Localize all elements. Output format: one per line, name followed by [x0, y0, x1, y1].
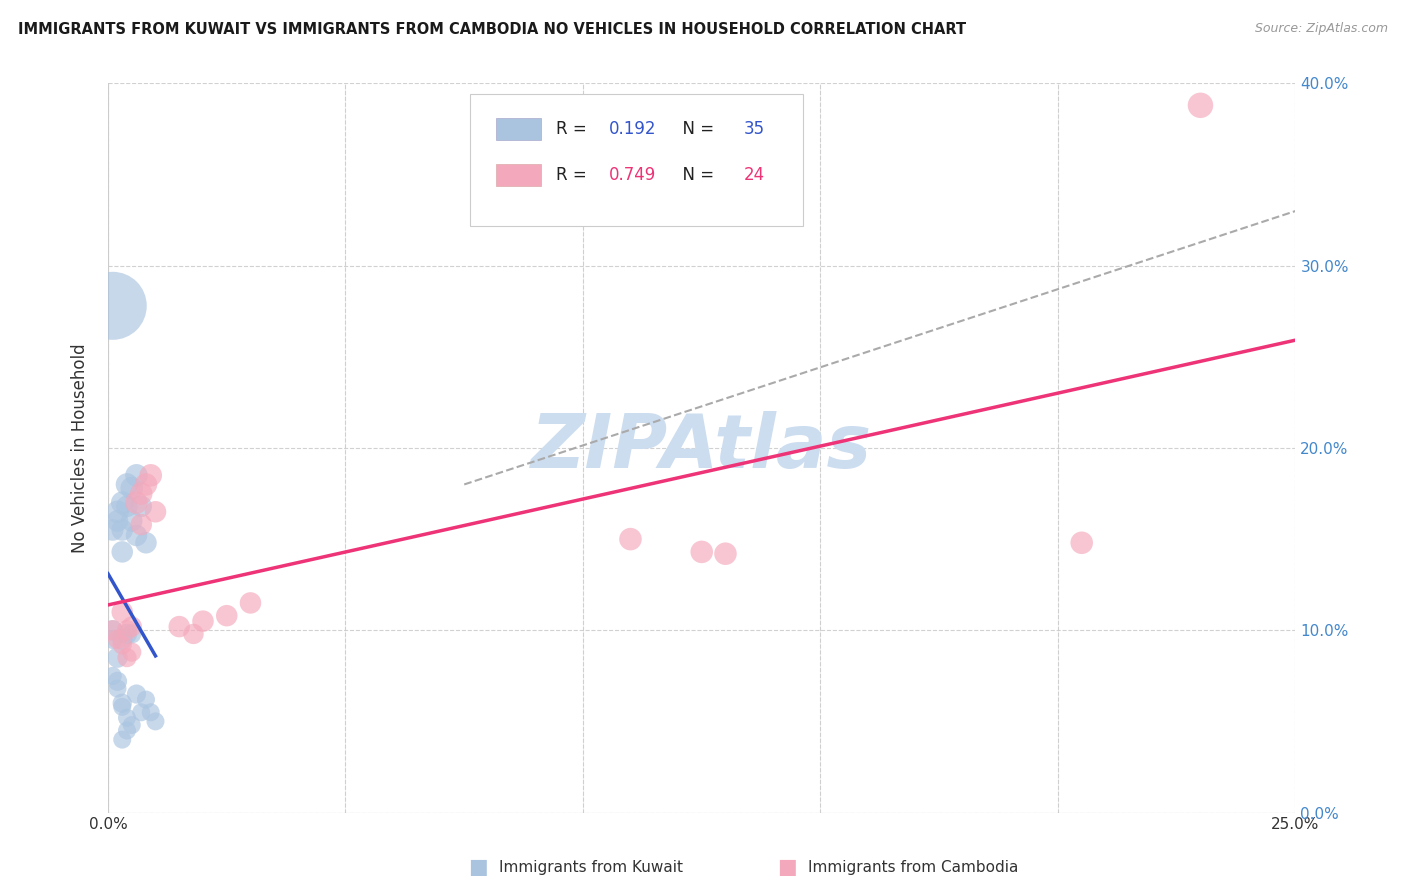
Point [111, 605, 134, 619]
Point [129, 517, 152, 532]
Point [111, 638, 134, 652]
Point [111, 523, 134, 537]
Point [125, 468, 148, 483]
Point [101, 299, 124, 313]
Text: N =: N = [672, 120, 720, 138]
Point [107, 650, 129, 665]
Point [129, 706, 152, 720]
Point [111, 632, 134, 647]
FancyBboxPatch shape [496, 163, 541, 186]
Text: ■: ■ [778, 857, 797, 877]
Text: 0.749: 0.749 [609, 166, 657, 184]
Point [129, 500, 152, 514]
Point [115, 477, 138, 491]
Text: ZIPAtlas: ZIPAtlas [531, 411, 872, 484]
Point [111, 699, 134, 714]
FancyBboxPatch shape [470, 95, 803, 226]
Point [145, 505, 167, 519]
Point [101, 632, 124, 647]
Point [111, 696, 134, 710]
Text: Immigrants from Cambodia: Immigrants from Cambodia [808, 860, 1019, 874]
Point [215, 608, 238, 623]
Point [121, 627, 143, 641]
Point [191, 614, 214, 628]
Text: R =: R = [555, 166, 592, 184]
Point [121, 645, 143, 659]
Point [135, 477, 157, 491]
Point [139, 706, 162, 720]
Point [101, 624, 124, 638]
Point [101, 669, 124, 683]
Point [107, 681, 129, 696]
Point [115, 500, 138, 514]
Point [167, 619, 190, 633]
Point [121, 619, 143, 633]
Point [115, 624, 138, 638]
Point [111, 732, 134, 747]
Point [1189, 98, 1212, 112]
Text: Immigrants from Kuwait: Immigrants from Kuwait [499, 860, 683, 874]
Point [111, 496, 134, 510]
Text: 24: 24 [744, 166, 765, 184]
Point [107, 674, 129, 689]
Point [139, 468, 162, 483]
Text: Source: ZipAtlas.com: Source: ZipAtlas.com [1254, 22, 1388, 36]
Point [239, 596, 262, 610]
Point [107, 514, 129, 528]
Point [121, 718, 143, 732]
FancyBboxPatch shape [496, 119, 541, 140]
Text: 35: 35 [744, 120, 765, 138]
Point [115, 711, 138, 725]
Point [714, 547, 737, 561]
Point [125, 496, 148, 510]
Text: 0.192: 0.192 [609, 120, 657, 138]
Point [619, 532, 641, 546]
Point [135, 692, 157, 706]
Point [115, 650, 138, 665]
Point [107, 632, 129, 647]
Point [1070, 535, 1092, 549]
Point [107, 505, 129, 519]
Point [129, 486, 152, 500]
Text: N =: N = [672, 166, 720, 184]
Point [115, 723, 138, 738]
Point [121, 514, 143, 528]
Point [125, 687, 148, 701]
Point [125, 528, 148, 542]
Point [101, 523, 124, 537]
Point [183, 627, 205, 641]
Point [135, 535, 157, 549]
Point [101, 624, 124, 638]
Text: R =: R = [555, 120, 592, 138]
Text: ■: ■ [468, 857, 488, 877]
Point [690, 545, 713, 559]
Y-axis label: No Vehicles in Household: No Vehicles in Household [72, 343, 89, 553]
Text: IMMIGRANTS FROM KUWAIT VS IMMIGRANTS FROM CAMBODIA NO VEHICLES IN HOUSEHOLD CORR: IMMIGRANTS FROM KUWAIT VS IMMIGRANTS FRO… [18, 22, 966, 37]
Point [145, 714, 167, 729]
Point [121, 481, 143, 495]
Point [111, 545, 134, 559]
Point [115, 627, 138, 641]
